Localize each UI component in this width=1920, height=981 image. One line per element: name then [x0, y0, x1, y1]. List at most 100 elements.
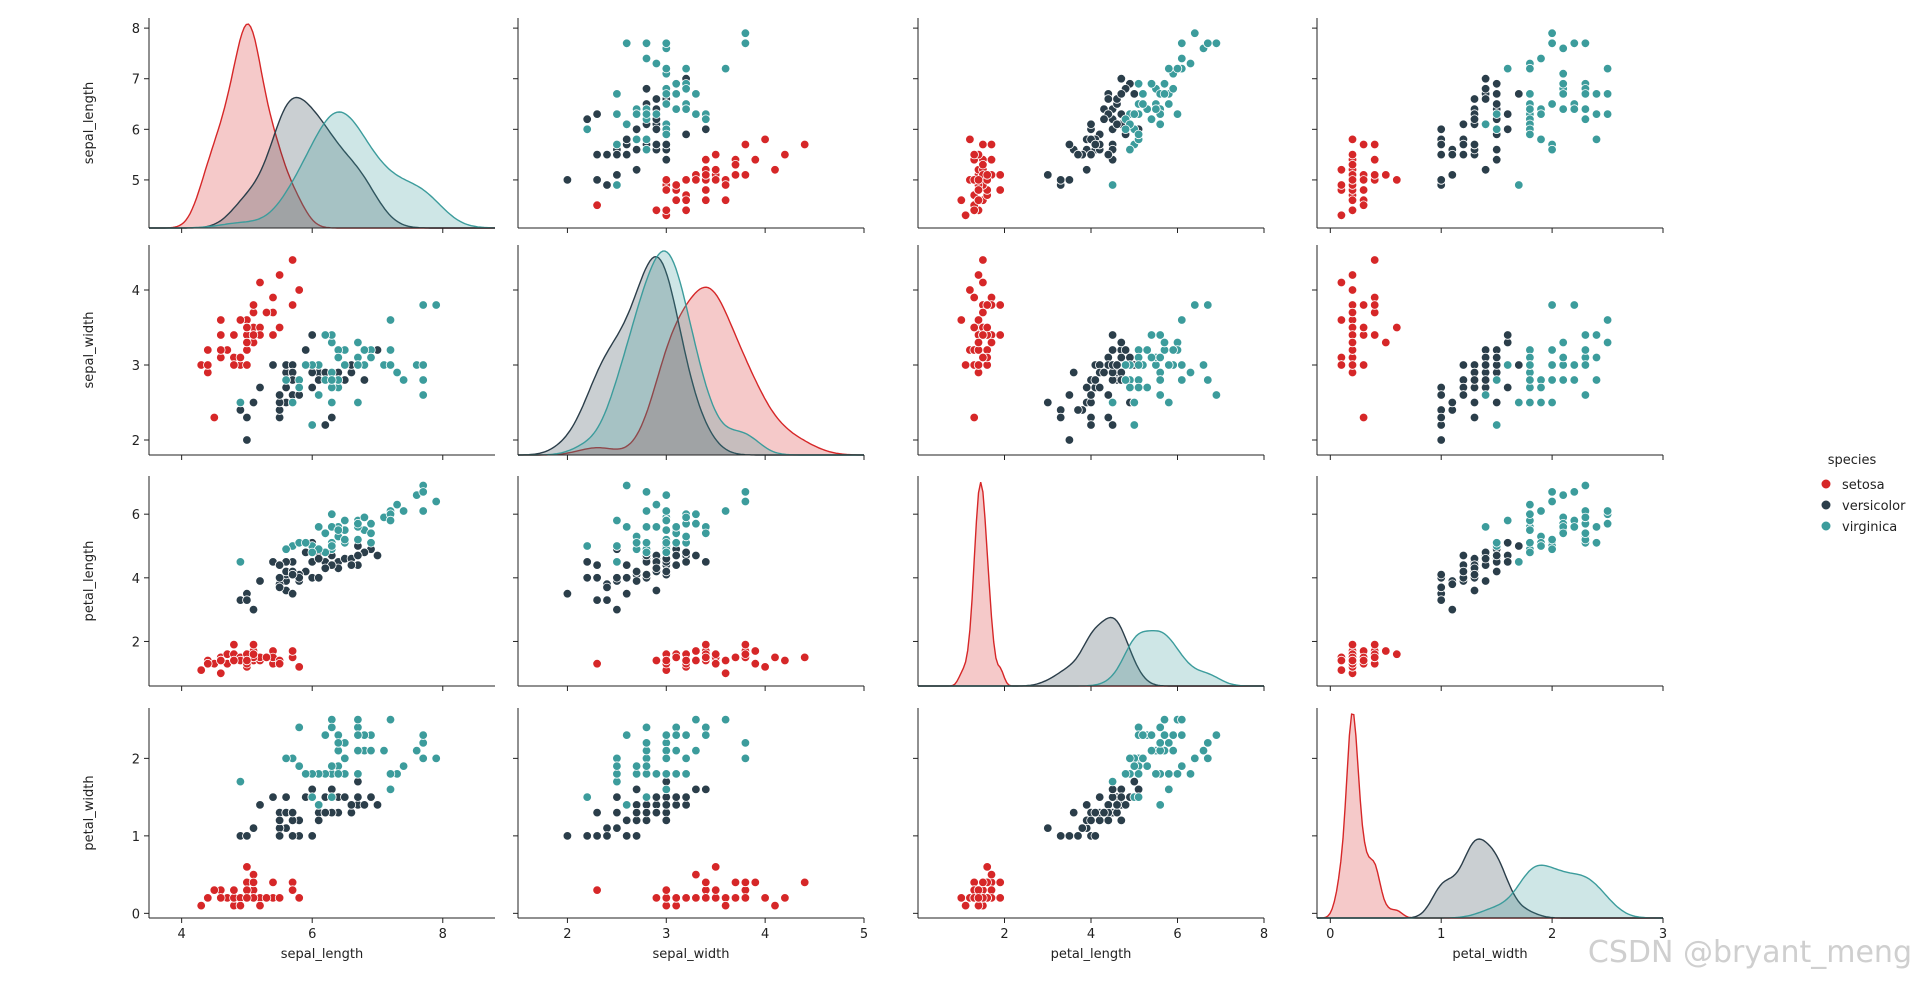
point-virginica-24	[691, 745, 701, 756]
point-versicolor-33	[631, 784, 642, 795]
point-setosa-22	[956, 315, 967, 325]
point-versicolor-11	[1094, 792, 1105, 802]
point-setosa-23	[986, 337, 997, 348]
point-virginica-39	[1558, 79, 1568, 89]
point-versicolor-37	[592, 560, 602, 570]
point-versicolor-29	[622, 589, 632, 599]
point-setosa-40	[711, 885, 721, 895]
point-virginica-32	[1155, 375, 1165, 385]
point-versicolor-48	[612, 170, 622, 180]
point-virginica-19	[1491, 420, 1502, 430]
point-virginica-48	[320, 330, 331, 340]
point-setosa-40	[242, 885, 252, 895]
point-setosa-39	[978, 330, 988, 340]
point-setosa-33	[780, 655, 790, 666]
point-versicolor-10	[1436, 435, 1446, 445]
panel-petal_width-vs-petal_width: 0 1 2 3 petal_width	[1312, 708, 1667, 962]
point-setosa-22	[956, 893, 967, 903]
point-setosa-31	[1369, 330, 1380, 340]
point-setosa-48	[730, 652, 741, 663]
point-virginica-43	[1580, 512, 1591, 523]
point-virginica-24	[1558, 89, 1568, 99]
y-tick-label-petal_length: 2	[132, 635, 140, 650]
point-virginica-47	[340, 753, 350, 764]
point-versicolor-33	[631, 124, 642, 135]
point-versicolor-48	[612, 604, 622, 615]
point-setosa-27	[711, 165, 721, 175]
point-setosa-44	[248, 639, 259, 650]
point-setosa-43	[242, 322, 252, 333]
point-versicolor-44	[631, 807, 642, 818]
point-setosa-42	[969, 205, 979, 216]
point-virginica-2	[1168, 745, 1178, 756]
point-virginica-19	[582, 541, 592, 551]
point-versicolor-40	[622, 560, 632, 570]
point-versicolor-12	[307, 831, 317, 841]
point-versicolor-32	[631, 815, 642, 826]
point-setosa-46	[248, 649, 259, 659]
point-versicolor-43	[1436, 175, 1446, 185]
point-setosa-42	[681, 205, 691, 216]
point-versicolor-49	[1090, 139, 1101, 150]
point-virginica-49	[661, 538, 672, 548]
point-versicolor-41	[661, 800, 672, 810]
point-virginica-6	[612, 557, 622, 567]
point-versicolor-3	[592, 573, 602, 583]
point-virginica-36	[327, 722, 337, 733]
point-versicolor-49	[1469, 375, 1480, 385]
point-setosa-15	[800, 139, 810, 150]
point-versicolor-48	[248, 397, 259, 408]
point-virginica-49	[1133, 129, 1144, 140]
point-setosa-23	[986, 869, 997, 880]
point-setosa-44	[995, 170, 1005, 180]
point-versicolor-42	[622, 134, 632, 145]
kde-fill-versicolor-petal_length	[918, 617, 1264, 686]
point-versicolor-6	[691, 550, 701, 561]
point-versicolor-12	[582, 831, 592, 841]
point-virginica-46	[1129, 109, 1140, 119]
x-axis-label-petal_width: petal_width	[1452, 947, 1527, 962]
point-versicolor-42	[1086, 390, 1096, 400]
point-setosa-33	[973, 270, 984, 280]
point-setosa-36	[711, 893, 721, 903]
point-virginica-31	[1547, 28, 1557, 38]
point-virginica-5	[1198, 360, 1209, 370]
point-versicolor-40	[1103, 815, 1114, 826]
point-setosa-24	[995, 330, 1005, 340]
point-virginica-41	[671, 730, 681, 740]
point-virginica-46	[1129, 761, 1140, 771]
point-versicolor-26	[641, 84, 652, 94]
point-virginica-17	[1203, 738, 1213, 748]
point-virginica-14	[641, 134, 652, 145]
point-virginica-28	[1558, 375, 1568, 385]
point-setosa-14	[965, 285, 975, 295]
point-virginica-35	[418, 506, 428, 516]
point-setosa-42	[1347, 205, 1358, 216]
point-virginica-12	[661, 745, 672, 756]
point-setosa-37	[235, 900, 246, 911]
point-virginica-30	[398, 506, 409, 516]
point-virginica-34	[314, 390, 324, 400]
point-versicolor-45	[1094, 815, 1105, 826]
point-versicolor-12	[1086, 420, 1096, 430]
point-virginica-4	[340, 515, 350, 526]
y-tick-label-petal_length: 6	[132, 508, 140, 523]
point-virginica-34	[1155, 800, 1165, 810]
panel-sepal_length-vs-sepal_length: 5 6 7 8 sepal_length	[82, 18, 495, 233]
point-versicolor-17	[1090, 831, 1101, 841]
point-virginica-9	[385, 315, 396, 325]
point-versicolor-31	[1073, 405, 1083, 415]
point-setosa-48	[978, 159, 988, 170]
point-versicolor-30	[1447, 579, 1458, 589]
point-setosa-43	[242, 862, 252, 872]
x-tick-label-sepal_length: 4	[178, 927, 186, 942]
point-versicolor-45	[287, 815, 298, 826]
point-setosa-48	[261, 893, 272, 903]
panel-sepal_length-vs-petal_width	[1312, 18, 1664, 233]
panel-sepal_width-vs-sepal_length: 2 3 4 sepal_width	[82, 245, 495, 460]
point-virginica-5	[661, 490, 672, 500]
point-setosa-47	[216, 893, 226, 903]
kde-fill-setosa-sepal_width	[518, 287, 864, 455]
point-versicolor-44	[631, 144, 642, 155]
point-virginica-7	[392, 499, 402, 510]
